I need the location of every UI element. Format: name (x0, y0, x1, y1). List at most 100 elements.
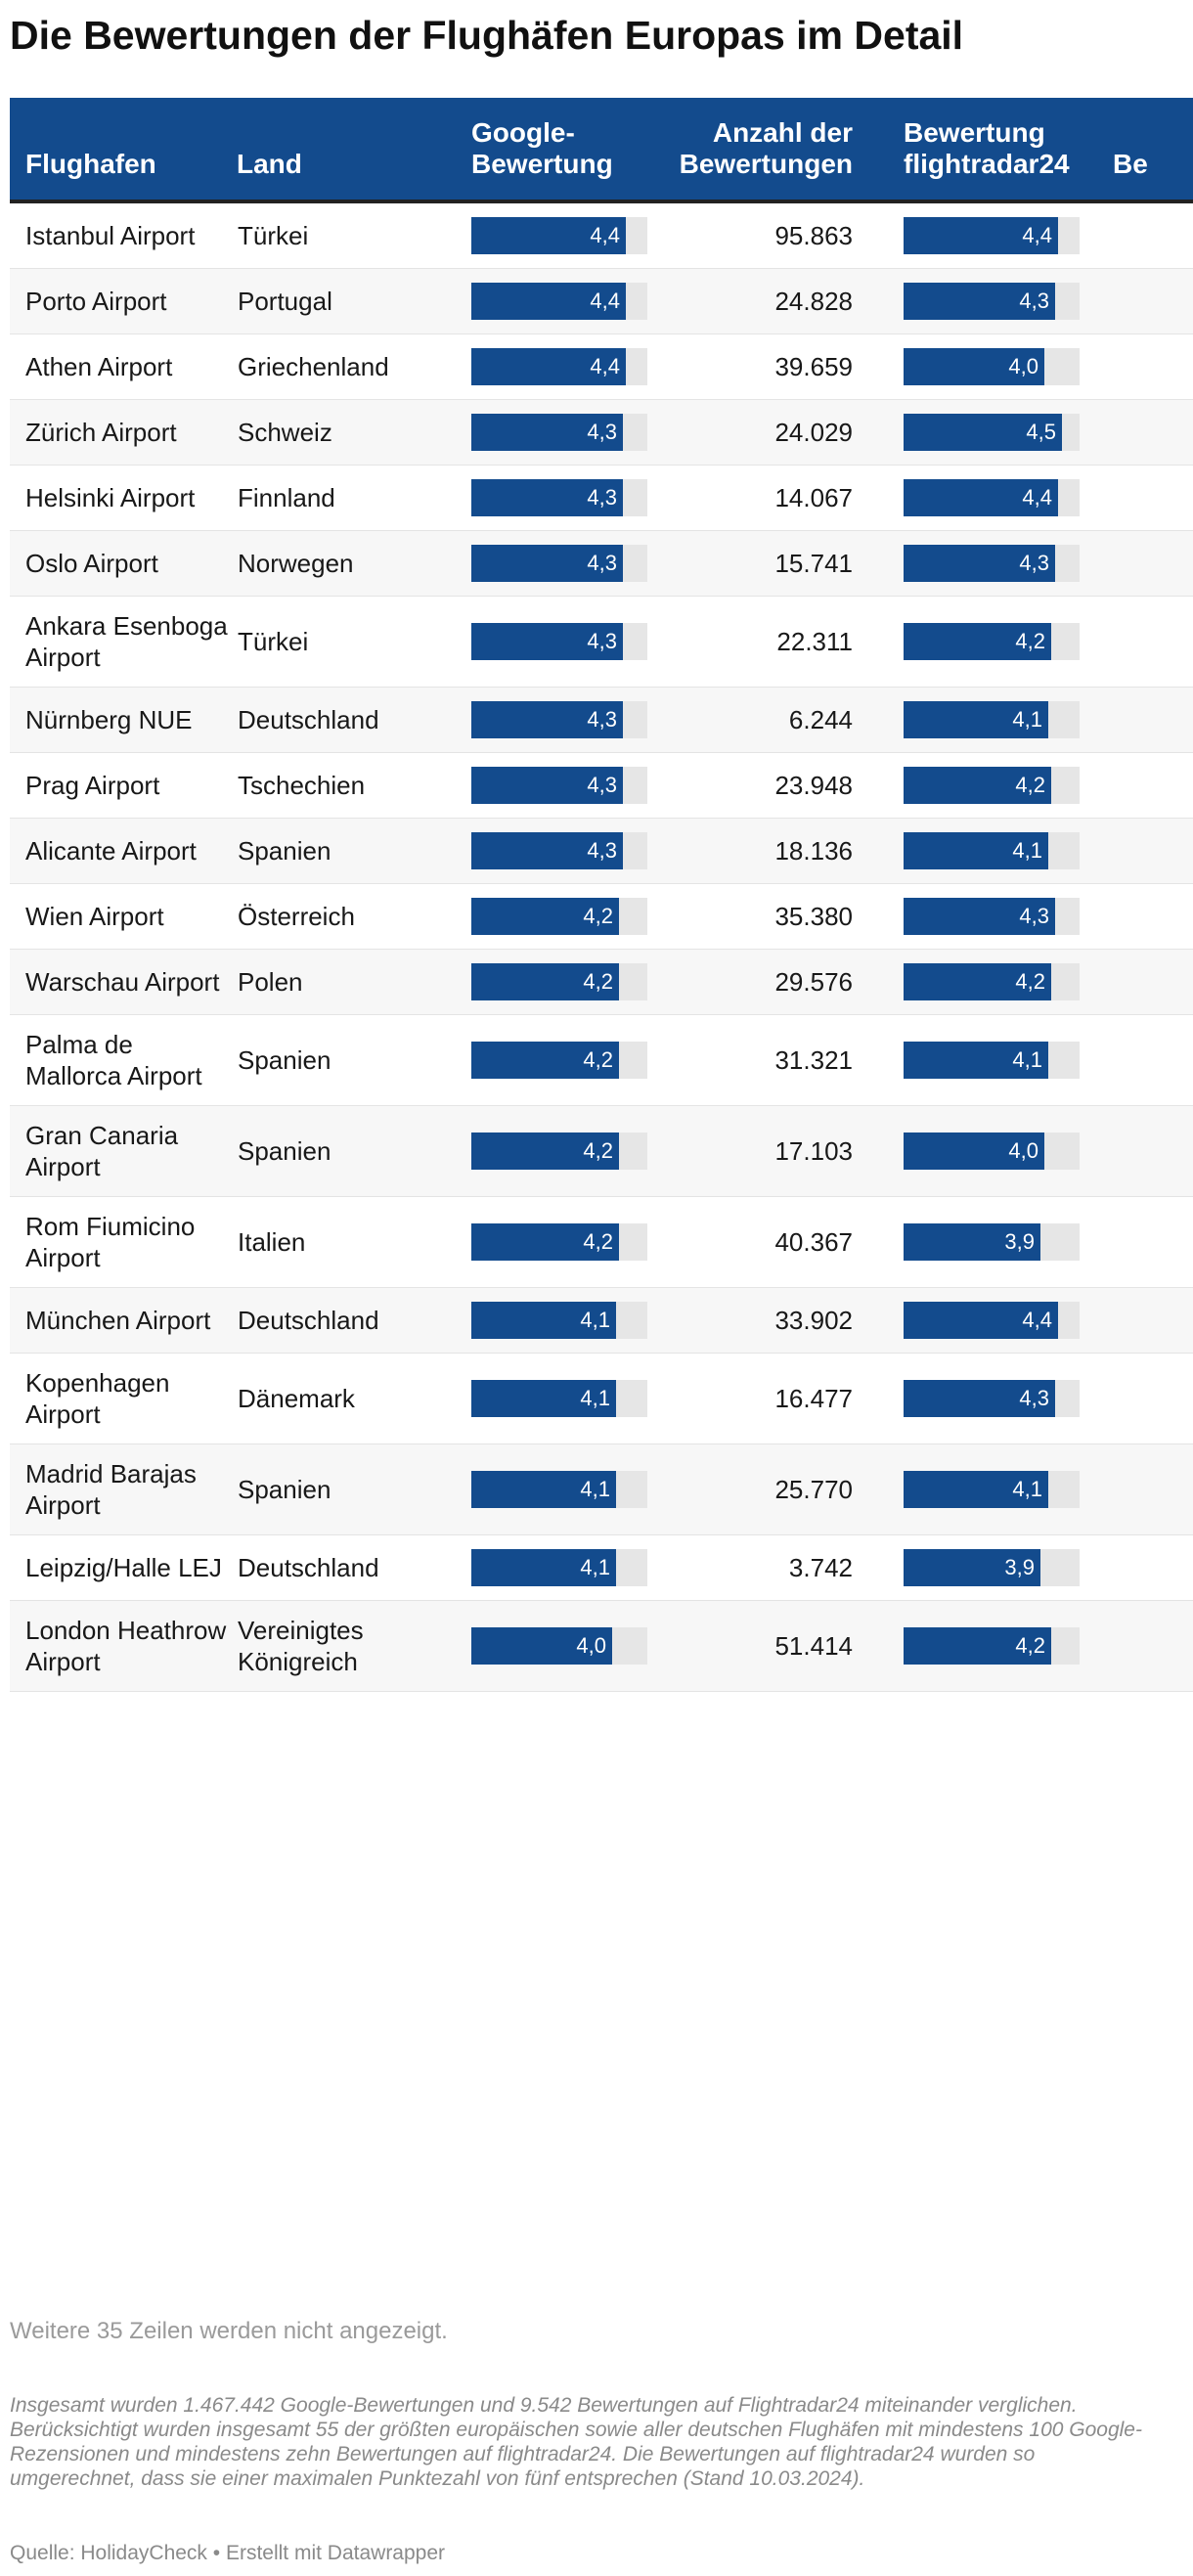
fr24-rating-bar-track: 3,9 (904, 1549, 1080, 1586)
cell-airport: Rom Fiumicino Airport (25, 1212, 196, 1272)
fr24-rating-bar-track: 3,9 (904, 1223, 1080, 1261)
table-row: Athen Airport Griechenland 4,4 39.659 4,0 (10, 334, 1193, 400)
cell-review-count: 39.659 (774, 352, 853, 381)
cell-fr24-rating: 4,4 (890, 201, 1107, 269)
hidden-rows-note: Weitere 35 Zeilen werden nicht angezeigt… (10, 2318, 448, 2344)
cell-country: Spanien (238, 836, 331, 866)
fr24-rating-bar (904, 217, 1058, 254)
ratings-table: Flughafen Land Google- Bewertung Anzahl … (10, 98, 1193, 1692)
google-rating-bar-track: 4,3 (471, 767, 647, 804)
cell-review-count: 16.477 (774, 1384, 853, 1413)
google-rating-value: 4,3 (587, 773, 617, 797)
cell-country: Deutschland (238, 705, 379, 734)
cell-review-count: 25.770 (774, 1475, 853, 1504)
google-rating-bar (471, 348, 626, 385)
google-rating-bar-track: 4,2 (471, 1223, 647, 1261)
column-header-google-line1: Google- (471, 117, 575, 148)
cell-google-rating: 4,2 (460, 884, 655, 950)
fr24-rating-bar-track: 4,3 (904, 283, 1080, 320)
fr24-rating-value: 3,9 (1004, 1555, 1035, 1579)
fr24-rating-bar (904, 1223, 1040, 1261)
cell-fr24-rating: 4,3 (890, 269, 1107, 334)
cell-review-count: 23.948 (774, 771, 853, 800)
fr24-rating-bar (904, 623, 1051, 660)
google-rating-bar-track: 4,2 (471, 1133, 647, 1170)
cell-google-rating: 4,1 (460, 1288, 655, 1354)
fr24-rating-bar (904, 1133, 1044, 1170)
cell-extra (1107, 950, 1193, 1015)
cell-review-count: 24.828 (774, 287, 853, 316)
cell-extra (1107, 1197, 1193, 1288)
google-rating-bar (471, 1627, 612, 1665)
cell-country: Griechenland (238, 352, 389, 381)
google-rating-bar (471, 545, 623, 582)
google-rating-bar-track: 4,4 (471, 348, 647, 385)
fr24-rating-bar-track: 4,0 (904, 348, 1080, 385)
cell-extra (1107, 688, 1193, 753)
fr24-rating-bar-track: 4,4 (904, 1302, 1080, 1339)
cell-airport: München Airport (25, 1306, 211, 1335)
google-rating-bar-track: 4,3 (471, 545, 647, 582)
cell-fr24-rating: 4,2 (890, 597, 1107, 688)
google-rating-bar (471, 1133, 619, 1170)
google-rating-value: 4,2 (583, 969, 613, 994)
cell-country: Vereinigtes Königreich (238, 1616, 364, 1676)
cell-extra (1107, 269, 1193, 334)
fr24-rating-value: 4,3 (1019, 551, 1049, 575)
cell-fr24-rating: 4,1 (890, 1015, 1107, 1106)
google-rating-bar (471, 832, 623, 869)
fr24-rating-value: 4,4 (1022, 223, 1052, 247)
fr24-rating-value: 4,3 (1019, 1386, 1049, 1410)
cell-review-count: 17.103 (774, 1136, 853, 1166)
fr24-rating-bar (904, 479, 1058, 516)
google-rating-bar-track: 4,2 (471, 898, 647, 935)
cell-google-rating: 4,0 (460, 1601, 655, 1692)
fr24-rating-bar-track: 4,2 (904, 767, 1080, 804)
cell-airport: Prag Airport (25, 771, 160, 800)
column-header-google[interactable]: Google- Bewertung (460, 98, 655, 203)
cell-fr24-rating: 4,3 (890, 1354, 1107, 1444)
table-row: Ankara Esenboga Airport Türkei 4,3 22.311 4,… (10, 597, 1193, 688)
cell-country: Polen (238, 967, 303, 997)
cell-google-rating: 4,2 (460, 950, 655, 1015)
cell-google-rating: 4,4 (460, 269, 655, 334)
cell-fr24-rating: 3,9 (890, 1197, 1107, 1288)
fr24-rating-bar-track: 4,3 (904, 545, 1080, 582)
cell-google-rating: 4,1 (460, 1354, 655, 1444)
fr24-rating-bar (904, 1549, 1040, 1586)
fr24-rating-bar (904, 832, 1048, 869)
table-row: Alicante Airport Spanien 4,3 18.136 4,1 (10, 818, 1193, 884)
google-rating-bar-track: 4,4 (471, 217, 647, 254)
source-note: Quelle: HolidayCheck • Erstellt mit Data… (10, 2542, 446, 2564)
cell-fr24-rating: 4,2 (890, 950, 1107, 1015)
column-header-count[interactable]: Anzahl der Bewertungen (655, 98, 890, 203)
cell-review-count: 22.311 (776, 627, 853, 656)
google-rating-value: 4,3 (587, 707, 617, 732)
cell-country: Deutschland (238, 1306, 379, 1335)
cell-airport: Porto Airport (25, 287, 167, 316)
table-body: Istanbul Airport Türkei 4,4 95.863 4,4 Porto … (10, 201, 1193, 1692)
google-rating-value: 4,2 (583, 1229, 613, 1254)
google-rating-value: 4,0 (576, 1633, 606, 1658)
column-header-fr24[interactable]: Bewertung flightradar24 (890, 98, 1107, 203)
cell-extra (1107, 1535, 1193, 1601)
google-rating-value: 4,4 (590, 223, 620, 247)
table-row: Rom Fiumicino Airport Italien 4,2 40.367 3,9 (10, 1197, 1193, 1288)
cell-airport: Helsinki Airport (25, 483, 196, 512)
cell-airport: Nürnberg NUE (25, 705, 193, 734)
cell-airport: Leipzig/Halle LEJ (25, 1553, 222, 1582)
column-header-airport[interactable]: Flughafen (10, 98, 237, 203)
fr24-rating-bar (904, 898, 1055, 935)
description-note: Insgesamt wurden 1.467.442 Google-Bewert… (10, 2394, 1142, 2490)
fr24-rating-bar (904, 545, 1055, 582)
column-header-extra[interactable]: Be (1107, 98, 1193, 203)
column-header-count-line2: Bewertungen (679, 149, 853, 179)
table-row: Prag Airport Tschechien 4,3 23.948 4,2 (10, 753, 1193, 819)
cell-country: Italien (238, 1227, 306, 1257)
cell-fr24-rating: 3,9 (890, 1535, 1107, 1601)
cell-extra (1107, 1106, 1193, 1197)
fr24-rating-bar-track: 4,5 (904, 414, 1080, 451)
google-rating-bar (471, 701, 623, 738)
cell-country: Türkei (238, 627, 309, 656)
column-header-country[interactable]: Land (237, 98, 460, 203)
